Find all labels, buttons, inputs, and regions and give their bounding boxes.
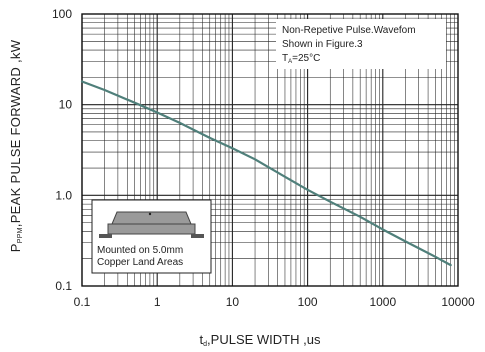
annotation-line-1: Non-Repetive Pulse.Wavefom xyxy=(282,25,416,36)
x-tick-label: 10 xyxy=(226,295,240,309)
y-axis-label: PPPM,PEAK PULSE FORWARD ,kW xyxy=(8,39,24,252)
tick-labels: 0.1 1 10 100 1000 10000 0.1 1.0 10 100 xyxy=(52,7,475,309)
series-line xyxy=(80,80,452,267)
y-tick-label: 10 xyxy=(59,98,73,112)
annotation-line-3: TA=25°C xyxy=(282,53,320,65)
x-tick-label: 1000 xyxy=(369,295,396,309)
y-tick-label: 100 xyxy=(52,7,72,21)
x-tick-label: 10000 xyxy=(441,295,475,309)
plot-frame xyxy=(81,13,459,287)
inset-line-1: Mounted on 5.0mm xyxy=(97,245,183,256)
y-tick-label: 1.0 xyxy=(55,188,72,202)
package-icon xyxy=(99,211,204,238)
inset-line-2: Copper Land Areas xyxy=(97,257,183,268)
x-tick-label: 1 xyxy=(154,295,161,309)
annotation-box: Non-Repetive Pulse.Wavefom Shown in Figu… xyxy=(276,19,446,69)
x-tick-label: 0.1 xyxy=(74,295,91,309)
y-tick-label: 0.1 xyxy=(55,279,72,293)
x-tick-label: 100 xyxy=(298,295,318,309)
x-axis-label: td,PULSE WIDTH ,us xyxy=(200,332,321,348)
inset-box: Mounted on 5.0mm Copper Land Areas xyxy=(91,199,212,274)
series-layer xyxy=(80,80,452,267)
annotation-line-2: Shown in Figure.3 xyxy=(282,39,363,50)
